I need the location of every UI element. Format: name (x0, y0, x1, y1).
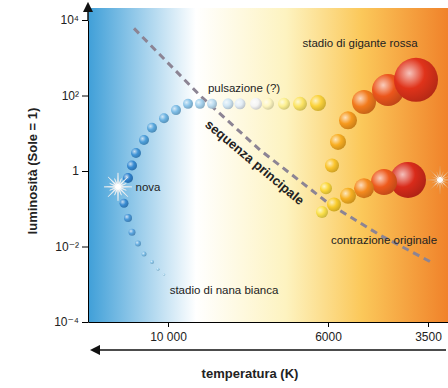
star-sphere (159, 113, 169, 123)
star-sphere (139, 135, 149, 145)
star-burst (104, 173, 132, 201)
y-tick: 10⁻⁴ (54, 315, 88, 329)
x-axis-title: temperatura (K) (202, 366, 299, 381)
y-tick-mark (82, 171, 88, 172)
annotation: stadio di gigante rossa (302, 37, 418, 49)
star-sphere (235, 98, 246, 109)
star-sphere (127, 160, 137, 170)
x-tick-mark (168, 322, 169, 327)
star-sphere (325, 158, 339, 172)
y-tick-label: 1 (72, 164, 79, 178)
x-tick: 10 000 (150, 322, 187, 344)
x-tick-label: 10 000 (150, 330, 187, 344)
star-sphere (354, 178, 374, 198)
star-sphere (250, 98, 262, 110)
star-sphere (120, 199, 129, 208)
x-tick-label: 6000 (315, 330, 342, 344)
y-tick-mark (82, 20, 88, 21)
y-tick-mark (82, 247, 88, 248)
y-axis-title: luminosità (Sole = 1) (25, 108, 40, 235)
x-axis: 10 000 6000 3500 (89, 322, 448, 344)
y-tick-label: 10⁴ (60, 13, 79, 27)
plot-area (104, 28, 448, 275)
annotation: nova (136, 181, 162, 193)
star-sphere (129, 229, 136, 236)
y-tick-label: 10⁻² (55, 240, 79, 254)
star-sphere (150, 260, 154, 264)
x-axis-line (89, 322, 448, 323)
star-sphere (327, 197, 341, 211)
x-axis-arrow (92, 349, 446, 351)
star-sphere (223, 98, 234, 109)
star-sphere (124, 214, 132, 222)
line-series (134, 28, 430, 261)
star-sphere (340, 188, 356, 204)
star-sphere (352, 90, 376, 114)
annotation: contrazione originale (331, 234, 437, 246)
y-axis-arrow (87, 4, 89, 20)
star-sphere (262, 98, 274, 110)
x-tick-label: 3500 (415, 330, 442, 344)
chart: 10 000 6000 3500 10⁴ 10² 1 10⁻² 10⁻⁴ temperatura… (0, 0, 448, 388)
annotation: stadio di nana bianca (170, 284, 279, 296)
x-tick: 3500 (415, 322, 442, 344)
y-tick: 10² (62, 89, 88, 103)
star-sphere (183, 99, 193, 109)
y-tick-mark (82, 96, 88, 97)
star-sphere (207, 99, 217, 109)
star-sphere (339, 111, 357, 129)
star-sphere (330, 134, 346, 150)
star-sphere (131, 148, 141, 158)
star-sphere (320, 182, 332, 194)
star-sphere (135, 241, 141, 247)
star-sphere (293, 97, 307, 111)
star-sphere (171, 105, 181, 115)
plot-background (88, 8, 448, 322)
star-burst (426, 166, 448, 194)
star-sphere (310, 95, 326, 111)
y-tick: 1 (72, 164, 88, 178)
y-axis-line (88, 21, 89, 323)
x-tick-mark (328, 322, 329, 327)
star-sphere (123, 173, 133, 183)
x-tick-mark (428, 322, 429, 327)
star-sphere (195, 99, 205, 109)
star-sphere (157, 268, 160, 271)
star-sphere (147, 123, 157, 133)
y-tick-label: 10² (62, 89, 79, 103)
y-axis: 10⁴ 10² 1 10⁻² 10⁻⁴ (54, 13, 88, 329)
star-sphere (163, 273, 165, 275)
star-sphere (142, 252, 147, 257)
star-sphere (394, 58, 438, 102)
y-tick: 10⁴ (60, 13, 88, 27)
y-tick-label: 10⁻⁴ (54, 315, 79, 329)
star-sphere (316, 206, 328, 218)
line-label: sequenza principale (202, 117, 307, 208)
star-sphere (278, 98, 290, 110)
star-sphere (371, 169, 397, 195)
y-tick: 10⁻² (55, 240, 88, 254)
annotation: pulsazione (?) (208, 82, 280, 94)
x-tick: 6000 (315, 322, 342, 344)
y-tick-mark (82, 322, 88, 323)
